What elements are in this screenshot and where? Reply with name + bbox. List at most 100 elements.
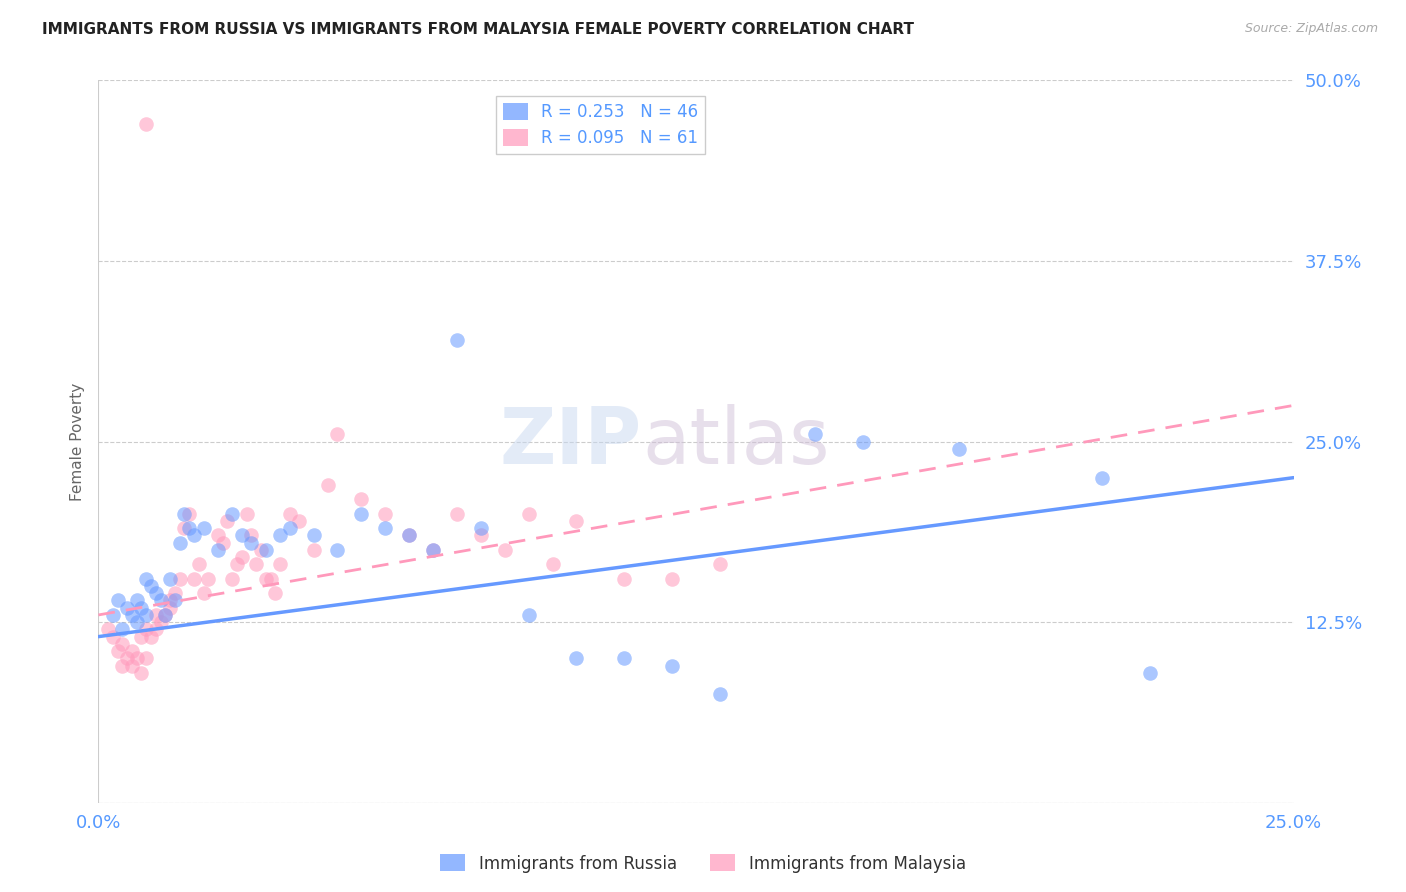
Point xyxy=(125,615,148,630)
Point xyxy=(250,542,273,557)
Point xyxy=(709,687,731,701)
Point xyxy=(231,550,253,565)
Point xyxy=(131,630,153,644)
Point xyxy=(661,572,683,586)
Point xyxy=(135,651,157,665)
Point xyxy=(565,651,588,665)
Point xyxy=(155,607,177,622)
Point xyxy=(316,478,339,492)
Point xyxy=(613,651,636,665)
Point xyxy=(173,507,195,521)
Point xyxy=(145,586,167,600)
Point xyxy=(1091,470,1114,484)
Point xyxy=(183,572,205,586)
Point xyxy=(125,651,148,665)
Point xyxy=(193,521,215,535)
Point xyxy=(288,514,311,528)
Y-axis label: Female Poverty: Female Poverty xyxy=(69,383,84,500)
Point xyxy=(470,528,492,542)
Point xyxy=(278,507,301,521)
Point xyxy=(111,637,134,651)
Point xyxy=(163,593,186,607)
Point xyxy=(269,528,291,542)
Point xyxy=(852,434,875,449)
Point xyxy=(470,521,492,535)
Point xyxy=(374,507,396,521)
Point xyxy=(97,623,120,637)
Point xyxy=(139,630,162,644)
Point xyxy=(302,542,325,557)
Point xyxy=(169,572,191,586)
Point xyxy=(350,492,373,507)
Point xyxy=(422,542,444,557)
Point xyxy=(326,427,349,442)
Point xyxy=(121,658,143,673)
Text: atlas: atlas xyxy=(643,403,830,480)
Point xyxy=(221,572,243,586)
Point xyxy=(101,630,124,644)
Point xyxy=(179,507,201,521)
Point xyxy=(169,535,191,549)
Point xyxy=(235,507,257,521)
Point xyxy=(264,586,287,600)
Point xyxy=(115,651,138,665)
Point xyxy=(155,607,177,622)
Point xyxy=(494,542,516,557)
Point xyxy=(111,658,134,673)
Point xyxy=(135,117,157,131)
Legend: R = 0.253   N = 46, R = 0.095   N = 61: R = 0.253 N = 46, R = 0.095 N = 61 xyxy=(496,95,704,153)
Point xyxy=(948,442,970,456)
Point xyxy=(115,600,138,615)
Point xyxy=(149,593,172,607)
Point xyxy=(422,542,444,557)
Point xyxy=(163,586,186,600)
Point xyxy=(179,521,201,535)
Point xyxy=(446,507,468,521)
Point xyxy=(131,665,153,680)
Point xyxy=(804,427,827,442)
Point xyxy=(565,514,588,528)
Point xyxy=(398,528,420,542)
Point xyxy=(374,521,396,535)
Point xyxy=(145,623,167,637)
Point xyxy=(159,593,181,607)
Point xyxy=(517,607,540,622)
Point xyxy=(245,558,267,572)
Point xyxy=(709,558,731,572)
Point xyxy=(661,658,683,673)
Point xyxy=(139,579,162,593)
Point xyxy=(197,572,219,586)
Point xyxy=(207,542,229,557)
Point xyxy=(101,607,124,622)
Point xyxy=(221,507,243,521)
Point xyxy=(135,572,157,586)
Point xyxy=(278,521,301,535)
Point xyxy=(111,623,134,637)
Point xyxy=(131,600,153,615)
Point xyxy=(107,644,129,658)
Point xyxy=(125,593,148,607)
Point xyxy=(211,535,233,549)
Point xyxy=(302,528,325,542)
Point xyxy=(541,558,564,572)
Point xyxy=(149,615,172,630)
Point xyxy=(135,607,157,622)
Point xyxy=(240,528,263,542)
Point xyxy=(173,521,195,535)
Point xyxy=(231,528,253,542)
Point xyxy=(254,572,277,586)
Point xyxy=(121,607,143,622)
Point xyxy=(446,334,468,348)
Point xyxy=(187,558,209,572)
Text: IMMIGRANTS FROM RUSSIA VS IMMIGRANTS FROM MALAYSIA FEMALE POVERTY CORRELATION CH: IMMIGRANTS FROM RUSSIA VS IMMIGRANTS FRO… xyxy=(42,22,914,37)
Point xyxy=(254,542,277,557)
Point xyxy=(259,572,281,586)
Point xyxy=(240,535,263,549)
Point xyxy=(226,558,249,572)
Point xyxy=(159,572,181,586)
Point xyxy=(1139,665,1161,680)
Point xyxy=(159,600,181,615)
Point xyxy=(107,593,129,607)
Point xyxy=(517,507,540,521)
Legend: Immigrants from Russia, Immigrants from Malaysia: Immigrants from Russia, Immigrants from … xyxy=(433,847,973,880)
